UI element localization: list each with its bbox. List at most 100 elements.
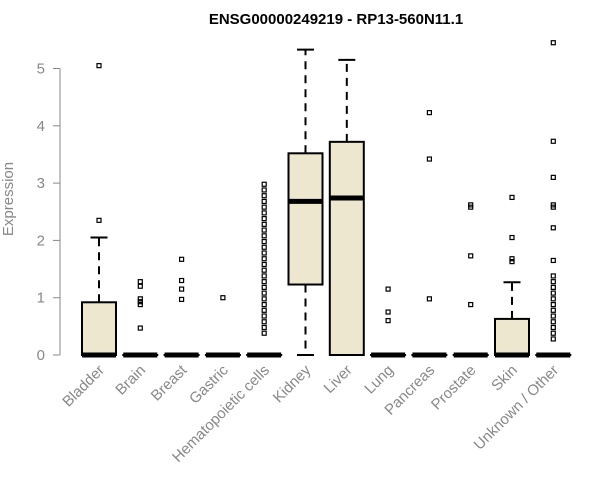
chart-title: ENSG00000249219 - RP13-560N11.1 [209,11,463,28]
outlier-point [137,279,143,285]
outlier-point [509,234,515,241]
y-tick-label: 5 [37,61,45,78]
y-axis-label: Expression [0,162,17,236]
y-axis: 0 1 2 3 4 5 [37,61,61,364]
box-kidney [287,48,324,356]
y-tick-label: 2 [37,232,45,249]
outlier-point [261,261,267,268]
outlier-point [261,181,267,187]
outlier-point [261,279,267,285]
outlier-point [261,319,267,325]
outlier-point [220,295,226,301]
outlier-point [137,299,143,305]
outlier-point [261,273,267,279]
outlier-point [509,259,515,265]
outlier-point [550,138,556,144]
y-tick-label: 1 [37,290,45,307]
x-tick-label: Kidney [270,361,315,406]
outlier-point [179,256,185,262]
box-liver [328,58,365,356]
box-body [287,152,324,286]
outlier-point [261,256,267,262]
outlier-point [509,256,515,262]
outlier-point [137,296,143,302]
outlier-point [137,325,143,331]
box-body [328,140,365,356]
outlier-point [468,202,474,208]
x-tick-label: Prostate [428,362,480,414]
box-group [81,40,572,358]
x-tick-label: Brain [112,362,149,399]
x-tick-label: Liver [321,362,356,397]
outlier-point [550,279,556,285]
outlier-point [261,324,267,331]
box-body [81,301,117,356]
outlier-point [550,257,556,264]
outlier-point [261,233,267,239]
x-tick-label: Breast [148,361,191,404]
outlier-point [550,336,556,342]
outlier-point [550,296,556,302]
outlier-point [261,267,267,273]
outlier-point [550,202,556,208]
box-bladder [81,63,117,358]
outlier-point [550,301,556,308]
outlier-point [550,174,556,180]
outlier-point [426,296,432,302]
x-tick-label: Skin [488,362,521,395]
outlier-point [550,225,556,231]
y-tick-label: 4 [37,118,45,135]
box-brain [122,279,159,358]
outlier-point [550,290,556,296]
outlier-point [426,110,432,116]
outlier-point [261,210,267,216]
box-gastric [204,295,241,358]
box-prostate [452,202,489,358]
outlier-point [179,277,185,284]
outlier-point [261,290,267,296]
outlier-point [261,307,267,313]
outlier-point [137,283,143,289]
outlier-point [179,296,185,303]
outlier-point [261,216,267,222]
box-breast [163,256,200,358]
outlier-point [426,156,432,162]
outlier-point [550,324,556,331]
box-unknown-other [535,40,572,358]
outlier-point [468,301,474,308]
box-pancreas [411,110,448,358]
outlier-point [96,217,102,223]
outlier-point [261,301,267,308]
outlier-point [550,330,556,336]
outlier-point [261,238,267,245]
outlier-point [550,313,556,319]
outlier-point [261,244,267,250]
outlier-point [550,284,556,290]
outlier-point [261,187,267,193]
outlier-point [385,318,391,324]
outlier-point [261,284,267,290]
outlier-point [261,221,267,227]
y-tick-label: 0 [37,347,45,364]
outlier-point [550,40,556,46]
outlier-point [550,319,556,325]
outlier-point [385,309,391,315]
box-body [494,317,530,356]
outlier-point [261,204,267,210]
outlier-point [137,301,143,308]
outlier-point [96,63,102,69]
outlier-point [468,253,474,259]
outlier-point [261,193,267,199]
outlier-point [261,198,267,205]
outlier-point [261,313,267,319]
box-hematopoietic-cells [246,181,283,358]
outlier-point [509,194,515,201]
outlier-point [261,296,267,302]
outlier-point [385,286,391,292]
y-tick-label: 3 [37,175,45,192]
outlier-point [179,286,185,292]
x-tick-label: Bladder [59,362,108,411]
outlier-point [550,307,556,313]
